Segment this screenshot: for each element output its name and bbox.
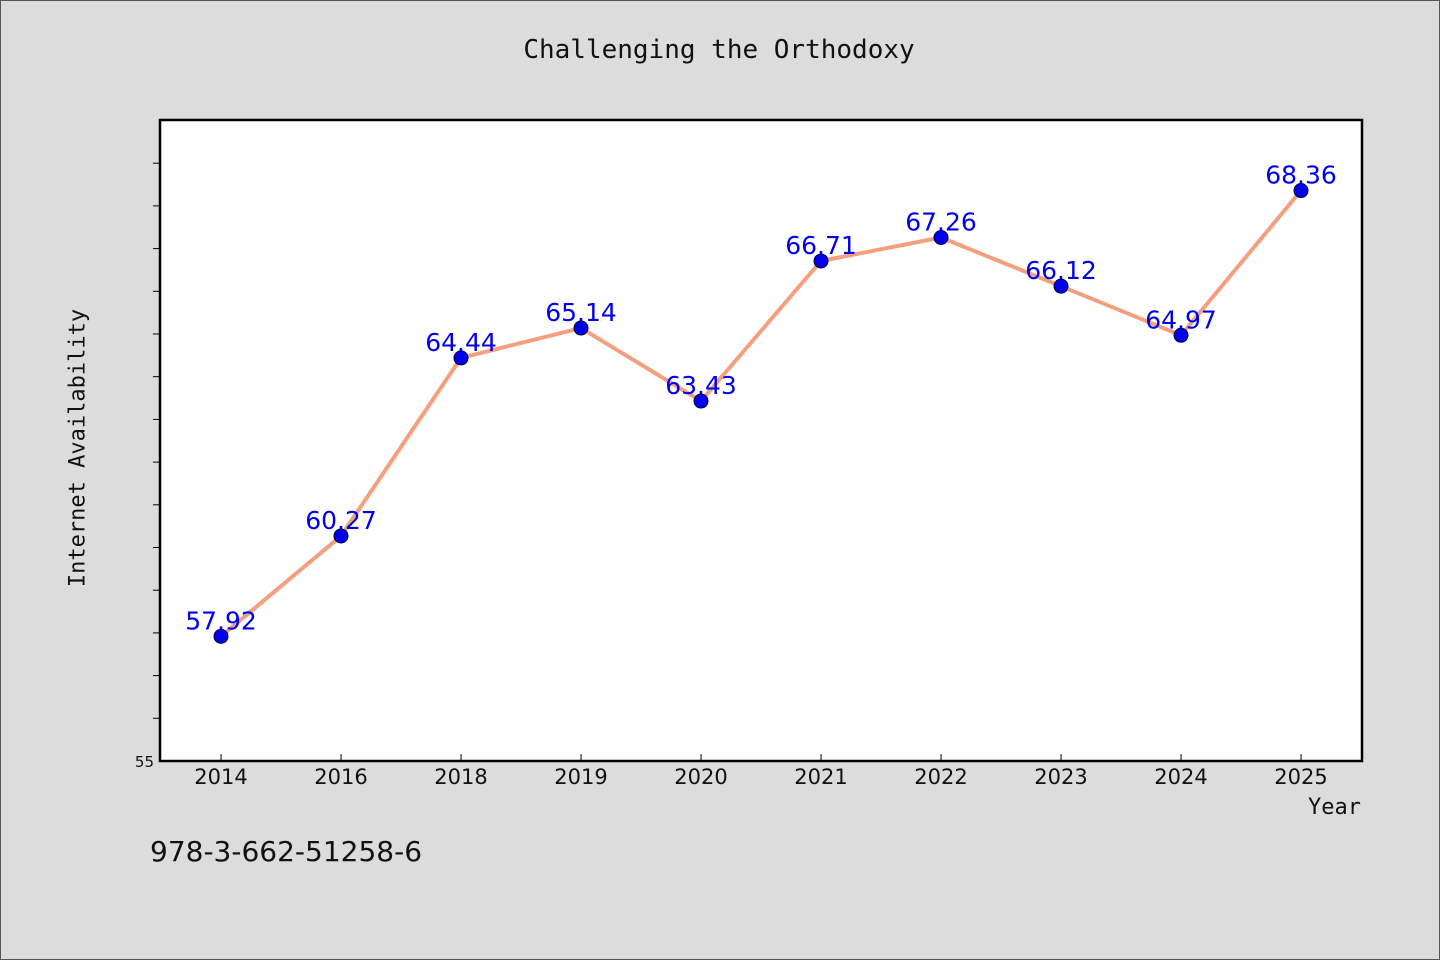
data-point [333, 528, 349, 544]
plot-area [158, 118, 1364, 763]
chart-title: Challenging the Orthodoxy [523, 35, 915, 65]
x-tick-label: 2019 [554, 765, 607, 789]
x-tick-label: 2024 [1154, 765, 1207, 789]
data-point [1173, 327, 1189, 343]
data-label: 64.97 [1145, 305, 1217, 334]
isbn-text: 978-3-662-51258-6 [150, 835, 423, 868]
data-label: 64.44 [425, 328, 497, 357]
data-label: 63.43 [665, 371, 737, 400]
data-point [933, 229, 949, 245]
x-tick-label: 2025 [1274, 765, 1327, 789]
x-tick-label: 2016 [314, 765, 367, 789]
data-label: 65.14 [545, 298, 617, 327]
x-axis-label: Year [1308, 795, 1361, 820]
data-point [573, 320, 589, 336]
data-label: 57.92 [185, 606, 257, 635]
y-tick-label: 55 [135, 753, 154, 771]
x-tick-label: 2020 [674, 765, 727, 789]
x-tick-label: 2018 [434, 765, 487, 789]
series-line [219, 188, 1303, 639]
data-label: 67.26 [905, 207, 977, 236]
data-label: 60.27 [305, 506, 377, 535]
data-point [1053, 278, 1069, 294]
x-tick-label: 2021 [794, 765, 847, 789]
data-markers [213, 183, 1309, 644]
data-point [213, 628, 229, 644]
x-tick-label: 2022 [914, 765, 967, 789]
data-label: 66.71 [785, 231, 857, 260]
data-labels: 57.92 60.27 64.44 65.14 63.43 66.71 67.26 66.12… [185, 161, 1337, 636]
x-tick-label: 2014 [194, 765, 247, 789]
data-point [813, 253, 829, 269]
data-label: 68.36 [1265, 161, 1337, 190]
series-line-group [219, 188, 1303, 639]
data-point [1293, 183, 1309, 199]
data-point [693, 393, 709, 409]
data-label: 66.12 [1025, 256, 1097, 285]
y-axis-ticks: 55 [135, 162, 160, 771]
x-axis-ticks: 2014 2016 2018 2019 2020 2021 2022 2023 2024 2025 [194, 754, 1328, 789]
data-point [453, 350, 469, 366]
x-tick-label: 2023 [1034, 765, 1087, 789]
